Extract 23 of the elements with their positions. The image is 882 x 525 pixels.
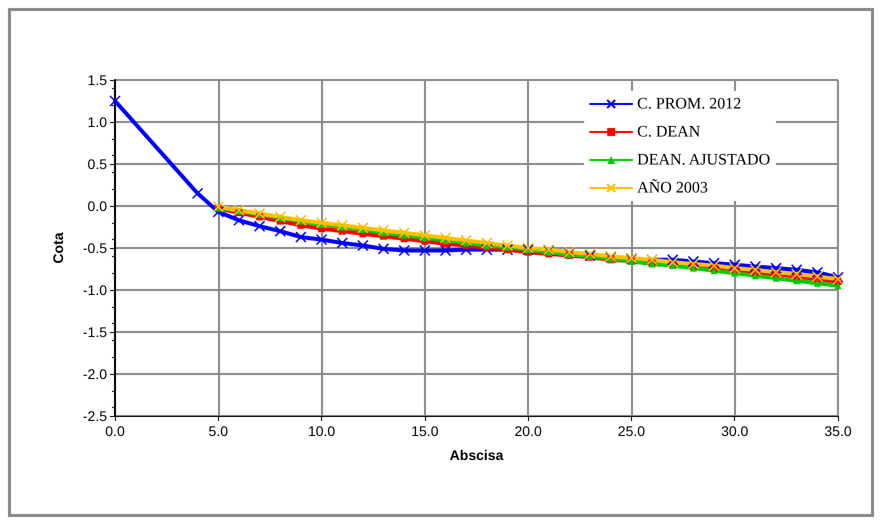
x-tick-label: 0.0 [105, 423, 125, 439]
y-tick-label: 1.5 [88, 72, 108, 88]
x-tick-label: 30.0 [721, 423, 749, 439]
y-tick-label: 0.0 [88, 198, 108, 214]
x-tick-label: 20.0 [514, 423, 542, 439]
y-tick-label: -1.0 [82, 282, 108, 298]
y-tick-label: -2.0 [82, 366, 108, 382]
x-tick-label: 5.0 [208, 423, 228, 439]
legend-label: C. PROM. 2012 [637, 96, 742, 112]
x-axis-title: Abscisa [450, 447, 504, 463]
x-tick-label: 25.0 [618, 423, 646, 439]
y-tick-label: -1.5 [82, 324, 108, 340]
y-tick-label: -2.5 [82, 408, 108, 424]
legend-label: AÑO 2003 [637, 178, 708, 196]
x-tick-label: 15.0 [411, 423, 439, 439]
x-tick-label: 35.0 [824, 423, 852, 439]
legend-label: C. DEAN [637, 124, 701, 140]
y-tick-label: -0.5 [82, 240, 108, 256]
y-axis-title: Cota [50, 232, 66, 264]
y-tick-label: 1.0 [88, 114, 108, 130]
y-tick-label: 0.5 [88, 156, 108, 172]
x-tick-label: 10.0 [308, 423, 336, 439]
legend-label: DEAN. AJUSTADO [637, 152, 770, 168]
